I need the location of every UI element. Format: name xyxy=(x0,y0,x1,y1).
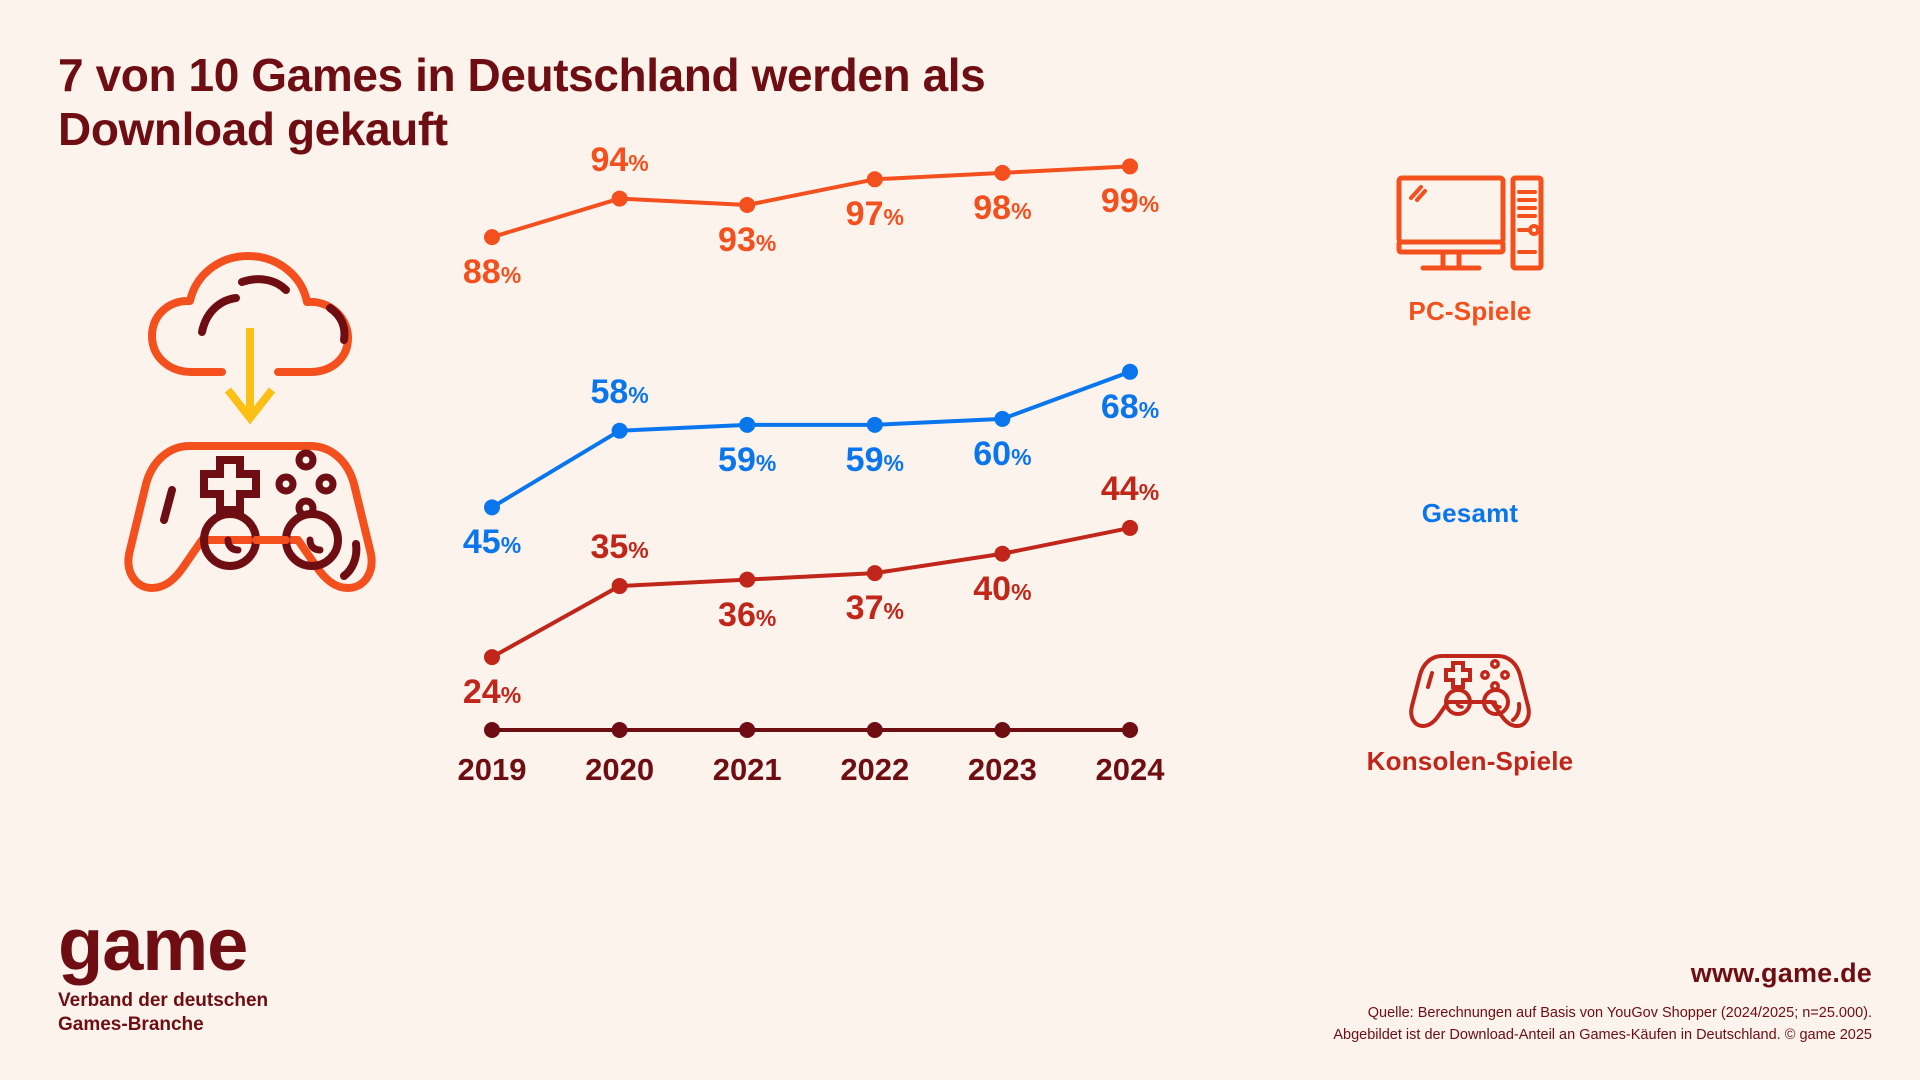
data-label: 68% xyxy=(1100,387,1160,426)
data-point[interactable] xyxy=(994,164,1011,181)
legend-pc-spiele: PC-Spiele xyxy=(1340,172,1600,327)
download-illustration xyxy=(120,228,380,600)
gamepad-svg xyxy=(1409,654,1531,728)
x-axis-tick xyxy=(866,722,883,738)
data-label: 37% xyxy=(845,589,904,628)
data-label: 40% xyxy=(973,569,1032,608)
data-point[interactable] xyxy=(1122,158,1138,175)
data-point[interactable] xyxy=(484,229,500,246)
data-label: 36% xyxy=(718,595,777,634)
series-line-konsolen-spiele xyxy=(490,525,1132,660)
data-label: 59% xyxy=(845,440,904,479)
data-point[interactable] xyxy=(866,416,883,433)
year-label: 2019 xyxy=(457,752,527,787)
data-label: 88% xyxy=(462,253,522,292)
legend-label-konsolen-spiele: Konsolen-Spiele xyxy=(1366,746,1574,776)
legend-konsolen-spiele: Konsolen-Spiele xyxy=(1340,648,1600,777)
data-label: 59% xyxy=(718,440,777,479)
gamepad-icon xyxy=(1340,648,1600,734)
data-label: 44% xyxy=(1100,469,1160,508)
website-url[interactable]: www.game.de xyxy=(1690,958,1872,988)
gamepad-icon xyxy=(124,442,376,592)
footer: www.game.de Quelle: Berechnungen auf Bas… xyxy=(1333,958,1872,1047)
line-chart: 88% 94% 93% 97% 98% 99% 45% 58% 59% 59% 60% 68% 24% 3… xyxy=(458,143,1210,940)
x-axis-tick xyxy=(994,722,1011,738)
data-label: 24% xyxy=(462,673,522,712)
data-label: 60% xyxy=(973,434,1032,473)
download-arrow-icon xyxy=(224,328,276,425)
year-label: 2024 xyxy=(1095,752,1165,787)
data-label: 97% xyxy=(845,195,904,234)
logo-tagline: Verband der deutschen Games-Branche xyxy=(58,989,269,1035)
series-line-gesamt xyxy=(490,369,1132,510)
data-label: 58% xyxy=(590,372,649,411)
x-axis-tick xyxy=(1122,722,1138,738)
data-point[interactable] xyxy=(611,422,628,439)
data-point[interactable] xyxy=(739,571,756,588)
data-label: 93% xyxy=(718,221,777,259)
data-point[interactable] xyxy=(611,578,628,595)
page-title: 7 von 10 Games in Deutschland werden als… xyxy=(58,49,986,156)
year-label: 2022 xyxy=(840,752,910,787)
game-logo: game Verband der deutschen Games-Branche xyxy=(58,903,269,1037)
legend-gesamt: Gesamt xyxy=(1340,498,1600,529)
illustration-svg xyxy=(124,252,376,592)
series-line-pc-spiele xyxy=(490,164,1132,240)
logo-wordmark: game xyxy=(58,903,248,986)
data-point[interactable] xyxy=(484,499,500,516)
data-label: 94% xyxy=(590,140,649,179)
desktop-computer-icon xyxy=(1340,172,1600,280)
data-point[interactable] xyxy=(994,545,1011,562)
data-point[interactable] xyxy=(1122,363,1138,380)
data-point[interactable] xyxy=(739,197,756,213)
data-label: 99% xyxy=(1100,182,1160,221)
desktop-computer-svg xyxy=(1396,175,1544,271)
data-label: 98% xyxy=(973,188,1032,227)
data-point[interactable] xyxy=(611,190,628,207)
year-label: 2020 xyxy=(585,752,655,787)
data-point[interactable] xyxy=(866,565,883,582)
source-note: Quelle: Berechnungen auf Basis von YouGo… xyxy=(1333,1005,1872,1043)
legend-label-pc-spiele: PC-Spiele xyxy=(1408,296,1532,326)
chart-svg xyxy=(484,158,1138,738)
data-point[interactable] xyxy=(484,649,500,666)
x-axis-tick xyxy=(484,722,500,738)
x-axis-tick xyxy=(739,722,756,738)
data-point[interactable] xyxy=(1122,519,1138,536)
legend-label-gesamt: Gesamt xyxy=(1421,498,1519,528)
data-label: 45% xyxy=(462,523,522,562)
year-label: 2021 xyxy=(712,752,782,787)
data-point[interactable] xyxy=(994,410,1011,427)
data-label: 35% xyxy=(590,528,649,567)
year-label: 2023 xyxy=(967,752,1037,787)
data-point[interactable] xyxy=(739,416,756,433)
cloud-icon xyxy=(148,252,352,376)
x-axis-tick xyxy=(611,722,628,738)
data-point[interactable] xyxy=(866,171,883,188)
